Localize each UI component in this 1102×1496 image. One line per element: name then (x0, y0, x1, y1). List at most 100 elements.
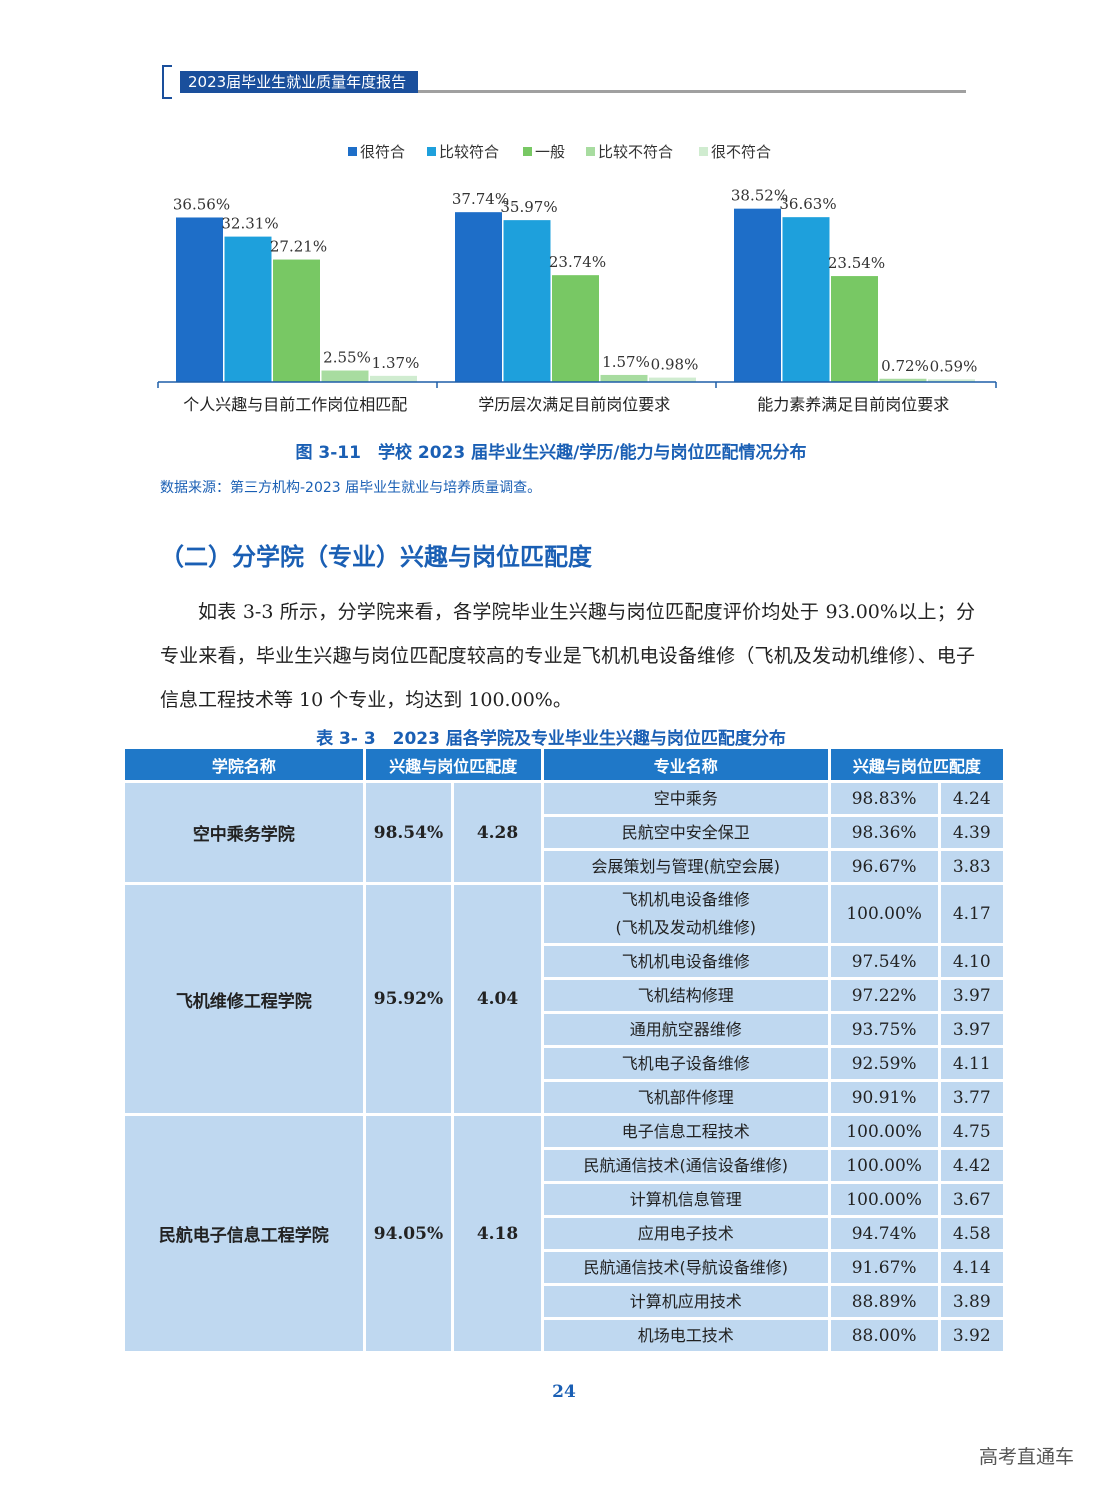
data-label: 0.72% (881, 357, 929, 375)
header-bracket (162, 65, 172, 99)
major-name-line: 电子信息工程技术 (621, 1121, 750, 1141)
major-name: 空中乘务 (543, 783, 828, 814)
bar (224, 236, 272, 382)
major-score: 3.89 (940, 1286, 1003, 1317)
major-score: 4.39 (940, 817, 1003, 848)
match-table: 学院名称 兴趣与岗位匹配度 专业名称 兴趣与岗位匹配度 空中乘务学院 98.54%… (122, 746, 1006, 1354)
major-score: 3.67 (940, 1184, 1003, 1215)
bar (734, 208, 781, 382)
college-score: 4.04 (454, 885, 541, 1113)
section-title: （二）分学院（专业）兴趣与岗位匹配度 (160, 543, 592, 571)
table-caption: 表 3- 3 2023 届各学院及专业毕业生兴趣与岗位匹配度分布 (316, 729, 786, 749)
bar (503, 220, 551, 382)
college-score: 4.18 (454, 1116, 541, 1351)
major-rate: 88.00% (830, 1320, 938, 1351)
major-rate: 100.00% (830, 1184, 938, 1215)
header-college-match: 兴趣与岗位匹配度 (365, 749, 541, 780)
legend-swatch (586, 147, 595, 156)
major-score: 4.11 (940, 1048, 1003, 1079)
bar (928, 379, 975, 382)
college-name: 飞机维修工程学院 (125, 885, 363, 1113)
major-rate: 100.00% (830, 1150, 938, 1181)
major-name-line: 民航通信技术(通信设备维修) (583, 1155, 789, 1175)
major-score: 3.77 (940, 1082, 1003, 1113)
table-row: 机场电工技术 88.00% 3.92 (125, 1320, 1003, 1351)
college-rate: 95.92% (365, 885, 452, 1113)
category-label: 能力素养满足目前岗位要求 (757, 395, 949, 414)
data-label: 1.37% (372, 354, 420, 372)
college-name: 空中乘务学院 (125, 783, 363, 882)
watermark: 高考直通车 (978, 1446, 1074, 1468)
legend-swatch (699, 147, 708, 156)
major-name: 民航通信技术(通信设备维修) (543, 1150, 828, 1181)
major-name-line: 民航空中安全保卫 (621, 822, 750, 842)
major-name: 机场电工技术 (543, 1320, 828, 1351)
major-name: 飞机电子设备维修 (543, 1048, 828, 1079)
major-score: 3.83 (940, 851, 1003, 882)
table-row: 空中乘务学院 98.54% 4.28 空中乘务 98.83% 4.24 (125, 783, 1003, 882)
bar (552, 275, 599, 382)
college-rate: 94.05% (365, 1116, 452, 1351)
category-label: 个人兴趣与目前工作岗位相匹配 (183, 395, 407, 414)
data-label: 23.74% (549, 253, 606, 271)
major-score: 4.58 (940, 1218, 1003, 1249)
data-label: 0.98% (651, 356, 699, 374)
major-name: 飞机部件修理 (543, 1082, 828, 1113)
table-header-row: 学院名称 兴趣与岗位匹配度 专业名称 兴趣与岗位匹配度 (125, 749, 1003, 780)
major-name-line: 会展策划与管理(航空会展) (591, 856, 781, 876)
data-label: 0.59% (930, 357, 978, 375)
major-score: 4.24 (940, 783, 1003, 814)
major-name-line: 机场电工技术 (637, 1325, 734, 1345)
major-name-line: 通用航空器维修 (629, 1019, 742, 1039)
major-name-line: 飞机电子设备维修 (621, 1053, 750, 1073)
major-name: 飞机机电设备维修 (飞机及发动机维修) (543, 885, 828, 943)
header-rule (418, 90, 966, 93)
table-row: 计算机应用技术 88.89% 3.89 (125, 1286, 1003, 1317)
major-name: 计算机应用技术 (543, 1286, 828, 1317)
data-label: 1.57% (602, 353, 650, 371)
major-name-line: 飞机机电设备维修 (621, 890, 750, 909)
major-rate: 97.22% (830, 980, 938, 1011)
data-label: 2.55% (323, 349, 371, 367)
major-score: 3.97 (940, 1014, 1003, 1045)
major-score: 4.42 (940, 1150, 1003, 1181)
major-score: 4.75 (940, 1116, 1003, 1147)
major-name: 电子信息工程技术 (543, 1116, 828, 1147)
major-name-line: 空中乘务 (653, 788, 718, 808)
major-rate: 94.74% (830, 1218, 938, 1249)
bar (176, 217, 223, 382)
major-name: 飞机结构修理 (543, 980, 828, 1011)
header-major-match: 兴趣与岗位匹配度 (830, 749, 1003, 780)
bar (321, 370, 369, 382)
table-row: 民航通信技术(通信设备维修) 100.00% 4.42 (125, 1150, 1003, 1181)
major-name: 民航空中安全保卫 (543, 817, 828, 848)
major-name-line: 计算机应用技术 (629, 1291, 742, 1311)
data-label: 32.31% (221, 215, 278, 233)
table-row: 飞机部件修理 90.91% 3.77 (125, 1082, 1003, 1113)
header-college: 学院名称 (125, 749, 363, 780)
legend-label: 很符合 (360, 143, 405, 161)
table-row: 民航电子信息工程学院 94.05% 4.18 电子信息工程技术 100.00% 4.75 (125, 1116, 1003, 1351)
table-row: 通用航空器维修 93.75% 3.97 (125, 1014, 1003, 1045)
report-title: 2023届毕业生就业质量年度报告 (180, 71, 418, 93)
major-rate: 91.67% (830, 1252, 938, 1283)
bar (831, 276, 878, 382)
data-label: 36.56% (173, 195, 230, 213)
figure-caption: 图 3-11 学校 2023 届毕业生兴趣/学历/能力与岗位匹配情况分布 (295, 443, 807, 463)
data-label: 35.97% (500, 198, 557, 216)
table-row: 飞机机电设备维修 97.54% 4.10 (125, 946, 1003, 977)
major-name-line: 飞机结构修理 (637, 985, 734, 1005)
major-name-line: 飞机机电设备维修 (621, 951, 750, 971)
bar (273, 259, 320, 382)
table-row: 应用电子技术 94.74% 4.58 (125, 1218, 1003, 1249)
data-label: 23.54% (828, 254, 885, 272)
legend-swatch (523, 147, 532, 156)
major-name-line: 民航通信技术(导航设备维修) (583, 1257, 789, 1277)
college-rate: 98.54% (365, 783, 452, 882)
major-score: 3.92 (940, 1320, 1003, 1351)
table-row: 飞机电子设备维修 92.59% 4.11 (125, 1048, 1003, 1079)
major-rate: 97.54% (830, 946, 938, 977)
major-rate: 98.36% (830, 817, 938, 848)
major-name-line: 飞机部件修理 (637, 1087, 734, 1107)
college-name: 民航电子信息工程学院 (125, 1116, 363, 1351)
